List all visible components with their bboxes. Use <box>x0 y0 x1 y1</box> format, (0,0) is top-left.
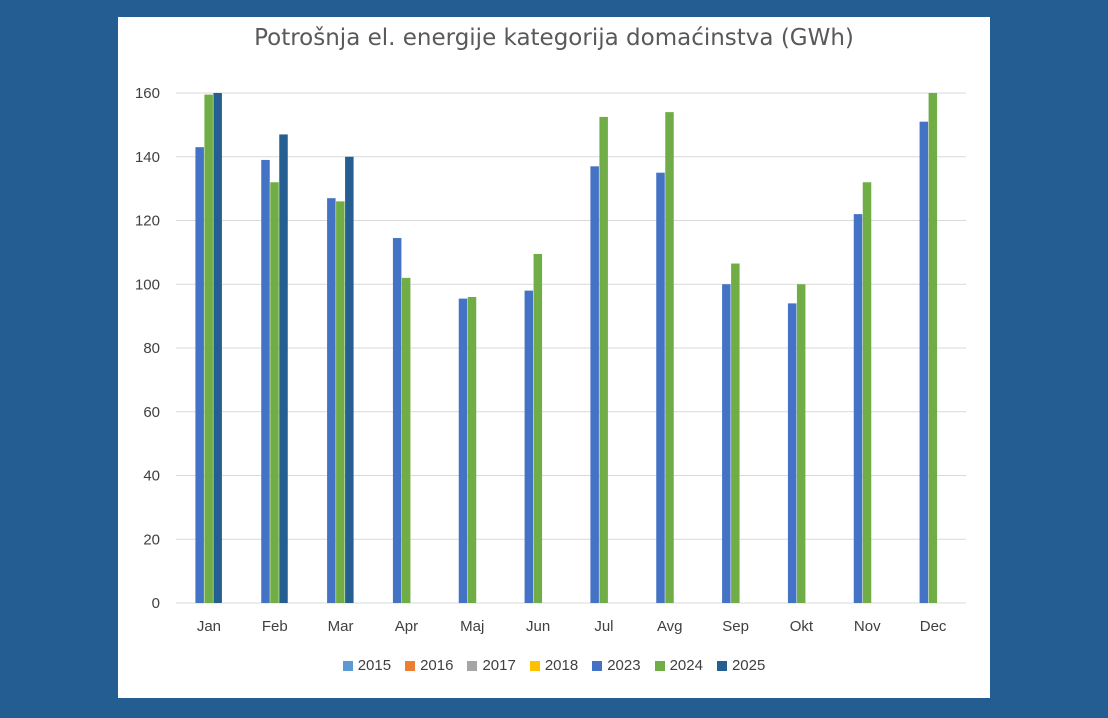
legend-item-2017: 2017 <box>467 657 516 674</box>
legend-item-2023: 2023 <box>592 657 641 674</box>
legend-swatch <box>467 660 478 671</box>
x-tick-label-sep: Sep <box>722 618 749 635</box>
bar-2023-mar <box>327 198 336 603</box>
bars <box>195 93 938 603</box>
legend-item-2018: 2018 <box>529 657 579 674</box>
legend-label: 2023 <box>607 657 641 674</box>
bar-chart: 0 20 40 60 80 100 120 140 160 Jan Feb Mar Apr Maj Jun… <box>135 85 966 635</box>
legend-item-2015: 2015 <box>342 657 392 674</box>
bar-2025-jan <box>213 93 222 603</box>
bar-2025-mar <box>345 156 354 603</box>
y-tick-label: 20 <box>143 531 160 548</box>
bar-2025-feb <box>279 134 288 603</box>
y-tick-label: 60 <box>143 404 160 421</box>
legend-swatch <box>716 660 727 671</box>
bar-2023-jul <box>590 166 599 603</box>
y-tick-label: 160 <box>135 85 160 102</box>
x-axis-ticks: Jan Feb Mar Apr Maj Jun Jul Avg Sep Okt Nov Dec <box>197 618 947 635</box>
bar-2024-nov <box>862 182 872 603</box>
bar-2024-jun <box>533 253 543 603</box>
bar-2024-dec <box>928 93 938 603</box>
legend-swatch <box>405 660 416 671</box>
bar-2024-jul <box>599 116 608 603</box>
legend-label: 2018 <box>544 657 579 674</box>
bar-2024-apr <box>401 277 411 603</box>
bar-2023-avg <box>656 172 665 603</box>
legend-label: 2024 <box>669 657 703 674</box>
legend-label: 2025 <box>731 657 766 674</box>
y-tick-label: 40 <box>143 468 160 485</box>
bar-2023-feb <box>261 159 270 603</box>
x-tick-label-jul: Jul <box>594 618 613 635</box>
bar-2023-jun <box>524 290 534 603</box>
y-tick-label: 140 <box>135 149 160 166</box>
y-axis-ticks: 0 20 40 60 80 100 120 140 160 <box>135 85 160 612</box>
legend-swatch <box>592 660 603 671</box>
legend-item-2024: 2024 <box>654 657 703 674</box>
x-tick-label-jan: Jan <box>197 618 221 635</box>
legend-label: 2015 <box>357 657 392 674</box>
x-tick-label-jun: Jun <box>526 618 550 635</box>
legend-swatch <box>342 660 353 671</box>
bar-2023-sep <box>722 284 731 603</box>
bar-2023-jan <box>195 147 204 603</box>
bar-2024-feb <box>270 182 279 603</box>
legend-swatch <box>529 660 540 671</box>
x-tick-label-nov: Nov <box>854 618 881 635</box>
bar-2024-jan <box>204 94 213 603</box>
x-tick-label-maj: Maj <box>460 618 484 635</box>
bar-2024-mar <box>336 201 345 603</box>
x-tick-label-apr: Apr <box>395 618 418 635</box>
chart-title: Potrošnja el. energije kategorija domaći… <box>254 25 854 51</box>
bar-2023-apr <box>392 238 402 603</box>
x-tick-label-avg: Avg <box>657 618 683 635</box>
y-tick-label: 80 <box>143 340 160 357</box>
x-tick-label-okt: Okt <box>790 618 814 635</box>
bar-2024-maj <box>467 297 477 603</box>
legend-item-2025: 2025 <box>716 657 766 674</box>
y-tick-label: 0 <box>152 595 160 612</box>
legend-item-2016: 2016 <box>405 657 453 674</box>
x-tick-label-mar: Mar <box>328 618 354 635</box>
x-tick-label-feb: Feb <box>262 618 288 635</box>
legend-label: 2016 <box>420 657 454 674</box>
bar-2024-sep <box>731 263 740 603</box>
legend: 2015 2016 2017 2018 2023 2024 2025 <box>118 657 990 674</box>
y-tick-label: 120 <box>135 213 160 230</box>
bar-2024-okt <box>796 284 806 603</box>
bar-2023-maj <box>458 298 468 603</box>
gridlines <box>176 92 966 604</box>
y-tick-label: 100 <box>135 276 160 293</box>
bar-2023-okt <box>787 303 797 603</box>
bar-2023-nov <box>853 214 863 603</box>
chart-panel: Potrošnja el. energije kategorija domaći… <box>118 17 990 698</box>
legend-label: 2017 <box>482 657 516 674</box>
x-tick-label-dec: Dec <box>920 618 947 635</box>
bar-2023-dec <box>919 121 929 603</box>
bar-2024-avg <box>665 112 674 603</box>
legend-swatch <box>654 660 665 671</box>
